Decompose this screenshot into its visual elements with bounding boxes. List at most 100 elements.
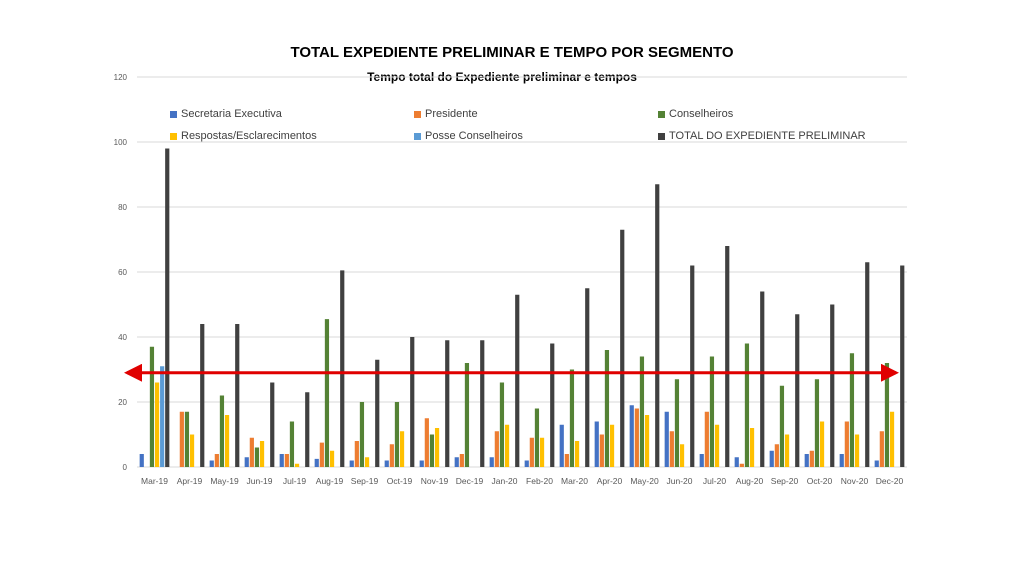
bar bbox=[139, 454, 144, 467]
bar bbox=[569, 369, 575, 467]
bar bbox=[620, 229, 625, 467]
x-tick-label: Apr-20 bbox=[597, 476, 623, 486]
legend-swatch bbox=[170, 132, 177, 140]
bar bbox=[539, 437, 545, 467]
bar bbox=[529, 437, 534, 467]
x-tick-label: Mar-19 bbox=[141, 476, 168, 486]
bar bbox=[399, 431, 405, 467]
bar bbox=[189, 434, 195, 467]
bar bbox=[154, 382, 160, 467]
bar bbox=[690, 265, 695, 467]
bar bbox=[515, 294, 520, 467]
bar bbox=[559, 424, 564, 467]
bar bbox=[494, 431, 499, 467]
bar bbox=[249, 437, 254, 467]
bar bbox=[865, 262, 870, 467]
bar bbox=[429, 434, 435, 467]
bar bbox=[655, 184, 660, 467]
bar bbox=[769, 450, 774, 467]
x-tick-label: Jul-20 bbox=[703, 476, 726, 486]
legend-label: Respostas/Esclarecimentos bbox=[181, 130, 317, 142]
legend-item: Conselheiros bbox=[658, 108, 910, 120]
legend-swatch bbox=[658, 132, 665, 140]
legend-label: Presidente bbox=[425, 108, 478, 120]
bar bbox=[340, 270, 345, 467]
bar bbox=[454, 457, 459, 467]
x-tick-label: Jun-19 bbox=[247, 476, 273, 486]
bar bbox=[639, 356, 645, 467]
bar bbox=[214, 454, 219, 467]
legend-label: Posse Conselheiros bbox=[425, 130, 523, 142]
bar bbox=[464, 363, 470, 467]
bar bbox=[359, 402, 365, 467]
bar bbox=[244, 457, 249, 467]
bar bbox=[804, 454, 809, 467]
bar bbox=[149, 346, 155, 467]
x-tick-label: Oct-19 bbox=[387, 476, 413, 486]
bar bbox=[354, 441, 359, 467]
bar bbox=[604, 350, 610, 467]
bar bbox=[209, 460, 214, 467]
bar bbox=[459, 454, 464, 467]
bar bbox=[375, 359, 380, 467]
legend-label: TOTAL DO EXPEDIENTE PRELIMINAR bbox=[669, 130, 866, 142]
bar bbox=[564, 454, 569, 467]
x-tick-label: Jan-20 bbox=[492, 476, 518, 486]
bar bbox=[524, 460, 529, 467]
bar bbox=[550, 343, 555, 467]
bar bbox=[699, 454, 704, 467]
bar bbox=[259, 441, 265, 467]
bar bbox=[644, 415, 650, 467]
chart-legend: Secretaria Executiva Presidente Conselheir… bbox=[170, 108, 910, 142]
bar bbox=[314, 458, 319, 467]
x-tick-label: Aug-20 bbox=[736, 476, 764, 486]
bar bbox=[725, 246, 730, 467]
bar bbox=[384, 460, 389, 467]
bar bbox=[424, 418, 429, 467]
x-tick-label: Nov-19 bbox=[421, 476, 449, 486]
bar bbox=[329, 450, 335, 467]
bar bbox=[270, 382, 275, 467]
bar bbox=[709, 356, 715, 467]
legend-item: Secretaria Executiva bbox=[170, 108, 414, 120]
bar bbox=[184, 411, 190, 467]
bar bbox=[704, 411, 709, 467]
bar bbox=[434, 428, 440, 467]
y-tick-label: 100 bbox=[114, 138, 128, 147]
legend-item: TOTAL DO EXPEDIENTE PRELIMINAR bbox=[658, 130, 910, 142]
legend-swatch bbox=[414, 132, 421, 140]
bar bbox=[294, 463, 300, 467]
bar bbox=[419, 460, 424, 467]
bar bbox=[224, 415, 230, 467]
bar bbox=[854, 434, 860, 467]
bar bbox=[784, 434, 790, 467]
bar bbox=[819, 421, 825, 467]
bar bbox=[324, 319, 330, 467]
bar bbox=[749, 428, 755, 467]
bar bbox=[319, 442, 324, 467]
bar bbox=[664, 411, 669, 467]
bar bbox=[774, 444, 779, 467]
x-tick-label: May-19 bbox=[210, 476, 239, 486]
y-tick-label: 80 bbox=[118, 203, 127, 212]
x-tick-label: Dec-20 bbox=[876, 476, 904, 486]
bar bbox=[489, 457, 494, 467]
bar bbox=[445, 340, 450, 467]
bar bbox=[284, 454, 289, 467]
bar bbox=[219, 395, 225, 467]
x-tick-label: Oct-20 bbox=[807, 476, 833, 486]
bar bbox=[849, 353, 855, 467]
bar bbox=[179, 411, 184, 467]
bar bbox=[599, 434, 604, 467]
bar bbox=[795, 314, 800, 467]
legend-item: Posse Conselheiros bbox=[414, 130, 658, 142]
bar bbox=[200, 324, 205, 467]
bar bbox=[235, 324, 240, 467]
y-tick-label: 0 bbox=[123, 463, 128, 472]
bar bbox=[480, 340, 485, 467]
x-tick-label: Sep-19 bbox=[351, 476, 379, 486]
bar bbox=[389, 444, 394, 467]
bar bbox=[839, 454, 844, 467]
bar bbox=[279, 454, 284, 467]
